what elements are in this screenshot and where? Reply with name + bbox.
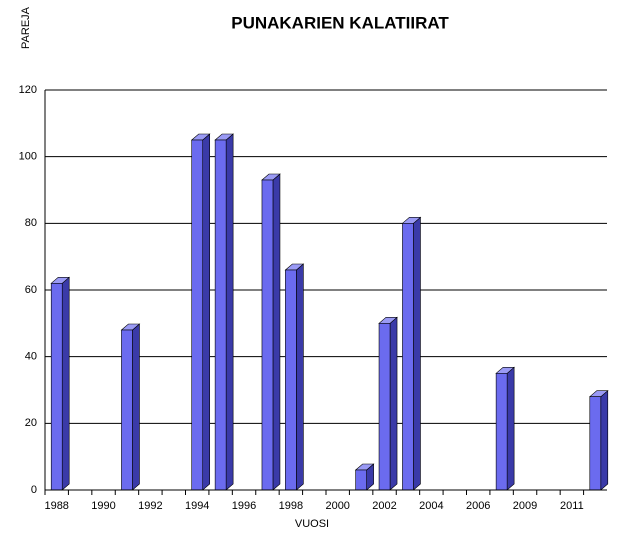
- bar: [261, 173, 281, 491]
- y-tick-label: 40: [25, 351, 37, 363]
- x-axis-title: VUOSI: [295, 518, 329, 530]
- bar-face: [378, 323, 391, 491]
- bar: [120, 323, 141, 491]
- bar: [401, 216, 422, 491]
- x-tick-label: 2002: [372, 500, 396, 512]
- bar-face: [214, 139, 227, 491]
- bar: [214, 133, 234, 491]
- x-tick-label: 1998: [279, 500, 303, 512]
- bar: [284, 263, 305, 491]
- bar: [354, 463, 375, 491]
- bar-face: [600, 390, 609, 491]
- bar-face: [225, 133, 234, 491]
- x-tick-label: 2011: [560, 500, 584, 512]
- bar: [378, 316, 398, 491]
- y-tick-label: 120: [19, 84, 37, 96]
- bar-face: [285, 269, 297, 491]
- x-tick-label: 1992: [138, 500, 162, 512]
- bar-face: [402, 223, 414, 491]
- bar-face: [272, 173, 281, 491]
- chart-title: PUNAKARIEN KALATIIRAT: [231, 13, 449, 32]
- bar-face: [191, 139, 204, 491]
- x-tick-label: 2009: [513, 500, 537, 512]
- bar: [588, 390, 609, 491]
- x-tick-label: 2006: [466, 500, 490, 512]
- x-tick-label: 1994: [185, 500, 209, 512]
- bar: [50, 276, 71, 491]
- x-tick-label: 1990: [91, 500, 115, 512]
- x-tick-label: 1988: [44, 500, 68, 512]
- x-tick-label: 1996: [232, 500, 256, 512]
- y-tick-label: 80: [25, 217, 37, 229]
- bar-face: [495, 373, 508, 491]
- x-tick-label: 2000: [325, 500, 349, 512]
- bar-face: [589, 396, 602, 491]
- x-tick-label: 2004: [419, 500, 443, 512]
- y-tick-label: 20: [25, 417, 37, 429]
- bar-face: [61, 276, 70, 491]
- bar-face: [506, 366, 515, 491]
- y-tick-label: 100: [19, 151, 37, 163]
- y-axis-title: PAREJA: [20, 6, 32, 49]
- bar-face: [296, 263, 304, 491]
- bar-face: [261, 179, 274, 491]
- bar-face: [389, 316, 398, 491]
- y-tick-label: 60: [25, 284, 37, 296]
- bar-face: [121, 329, 133, 491]
- bar: [190, 133, 211, 491]
- y-tick-label: 0: [31, 484, 37, 496]
- bar-face: [132, 323, 140, 491]
- bar-face: [202, 133, 211, 491]
- bar-face: [355, 469, 367, 491]
- bar: [495, 366, 515, 491]
- bar-face: [413, 216, 421, 491]
- bar-face: [50, 283, 63, 491]
